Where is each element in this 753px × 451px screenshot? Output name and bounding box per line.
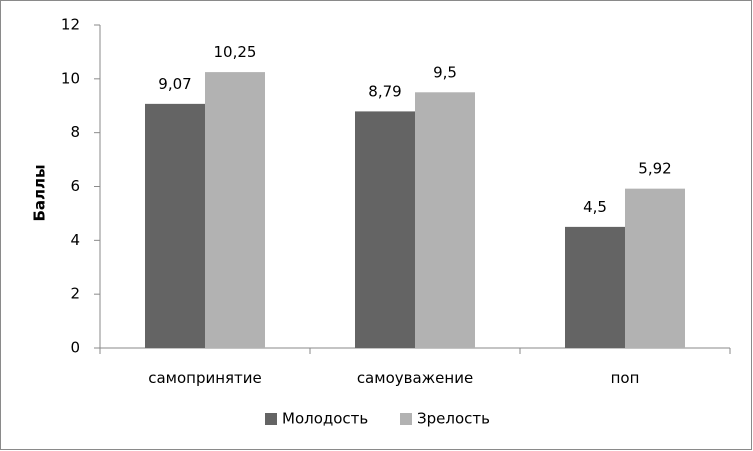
bar-series2 xyxy=(415,92,475,349)
data-label: 9,07 xyxy=(158,75,191,93)
data-label: 9,5 xyxy=(433,63,457,81)
bar-series1 xyxy=(145,103,205,348)
bar-series2 xyxy=(625,188,685,348)
y-tick-label: 2 xyxy=(70,285,80,303)
category-label: поп xyxy=(611,369,640,387)
data-label: 8,79 xyxy=(368,82,401,100)
y-tick-label: 0 xyxy=(70,339,80,357)
data-labels: 9,07 10,25 8,79 9,5 4,5 5,92 xyxy=(158,43,671,216)
bar-series2 xyxy=(205,72,265,349)
y-axis-label: Баллы xyxy=(31,164,49,221)
category-label: самоуважение xyxy=(357,369,473,387)
y-tick-label: 10 xyxy=(61,69,80,87)
legend-label: Молодость xyxy=(282,410,368,428)
y-tick-label: 6 xyxy=(70,177,80,195)
bars xyxy=(145,72,685,349)
category-labels: самопринятие самоуважение поп xyxy=(148,369,639,387)
legend-label: Зрелость xyxy=(417,410,490,428)
bar-series1 xyxy=(565,226,625,348)
y-tick-label: 12 xyxy=(61,16,80,34)
category-label: самопринятие xyxy=(148,369,262,387)
data-label: 4,5 xyxy=(583,198,607,216)
legend: Молодость Зрелость xyxy=(265,410,490,428)
bar-series1 xyxy=(355,111,415,348)
legend-swatch xyxy=(265,413,277,425)
data-label: 5,92 xyxy=(638,160,671,178)
y-tick-label: 4 xyxy=(70,231,80,249)
legend-swatch xyxy=(400,413,412,425)
data-label: 10,25 xyxy=(214,43,257,61)
y-tick-label: 8 xyxy=(70,123,80,141)
